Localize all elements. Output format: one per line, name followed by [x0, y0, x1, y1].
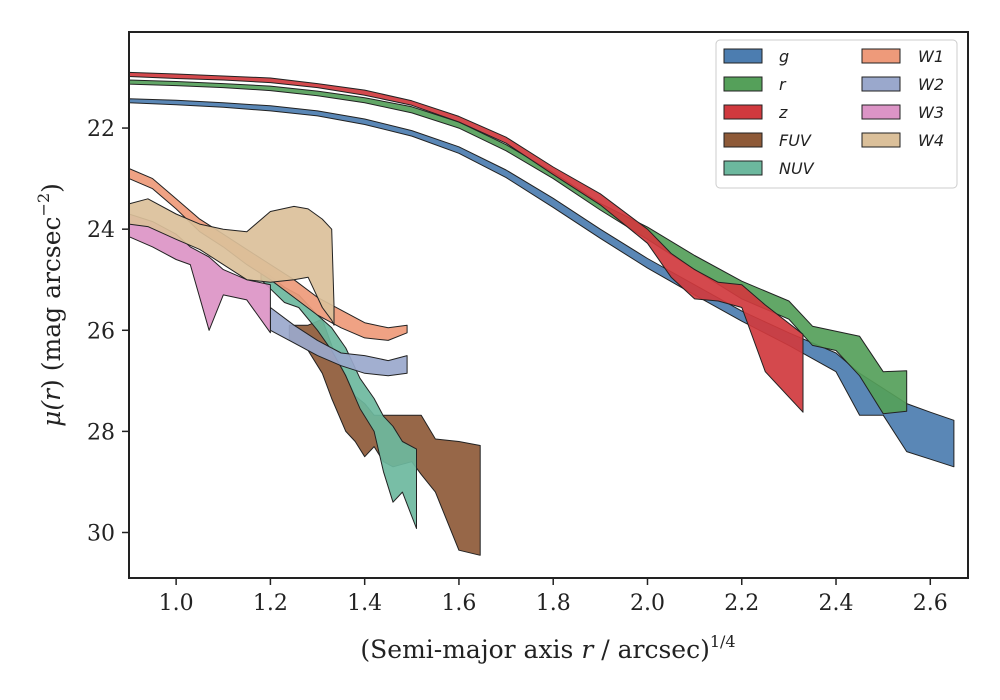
legend: grz FUV NUV W1 W2 W3 W4 — [715, 39, 958, 189]
x-tick-label: 2.6 — [913, 591, 948, 616]
legend-label-nuv: NUV — [779, 159, 815, 178]
x-tick-label: 1.8 — [536, 591, 571, 616]
legend-label-r: r — [779, 75, 787, 94]
x-tick-label: 1.0 — [159, 591, 194, 616]
series-bands — [128, 71, 955, 556]
legend-swatch-w1 — [861, 48, 901, 64]
legend-swatch-z — [723, 104, 763, 120]
band-nuv — [260, 269, 417, 529]
legend-swatch-g — [723, 48, 763, 64]
y-tick-label: 22 — [87, 117, 115, 142]
y-tick-label: 24 — [87, 218, 115, 243]
x-tick-label: 1.2 — [253, 591, 288, 616]
x-tick-label: 1.6 — [441, 591, 476, 616]
legend-label-z: z — [778, 103, 788, 122]
y-tick-label: 28 — [87, 420, 115, 445]
y-tick-label: 26 — [87, 319, 115, 344]
legend-swatch-w4 — [861, 132, 901, 148]
band-g — [128, 98, 955, 468]
legend-swatch-w2 — [861, 76, 901, 92]
legend-swatch-r — [723, 76, 763, 92]
y-axis-ticks: 22 24 26 28 30 — [87, 117, 129, 547]
x-tick-label: 2.0 — [630, 591, 665, 616]
x-tick-label: 2.4 — [819, 591, 854, 616]
legend-label-w3: W3 — [918, 103, 944, 122]
legend-label-w1: W1 — [918, 47, 944, 66]
x-tick-label: 2.2 — [724, 591, 759, 616]
x-axis-ticks: 1.0 1.2 1.4 1.6 1.8 2.0 2.2 2.4 2.6 — [159, 578, 948, 616]
legend-label-g: g — [779, 47, 789, 66]
y-tick-label: 30 — [87, 522, 115, 547]
band-w4 — [128, 198, 335, 326]
legend-swatch-w3 — [861, 104, 901, 120]
band-z — [128, 71, 804, 413]
legend-swatch-nuv — [723, 160, 763, 176]
legend-label-fuv: FUV — [779, 131, 812, 150]
legend-swatch-fuv — [723, 132, 763, 148]
y-axis-title: μ(r) (mag arcsec−2) — [34, 183, 66, 427]
legend-label-w4: W4 — [918, 131, 944, 150]
x-tick-label: 1.4 — [347, 591, 382, 616]
legend-label-w2: W2 — [918, 75, 944, 94]
x-axis-title: (Semi-major axis r / arcsec)1/4 — [360, 632, 735, 664]
plot-frame — [128, 31, 969, 579]
band-w2 — [269, 307, 408, 377]
